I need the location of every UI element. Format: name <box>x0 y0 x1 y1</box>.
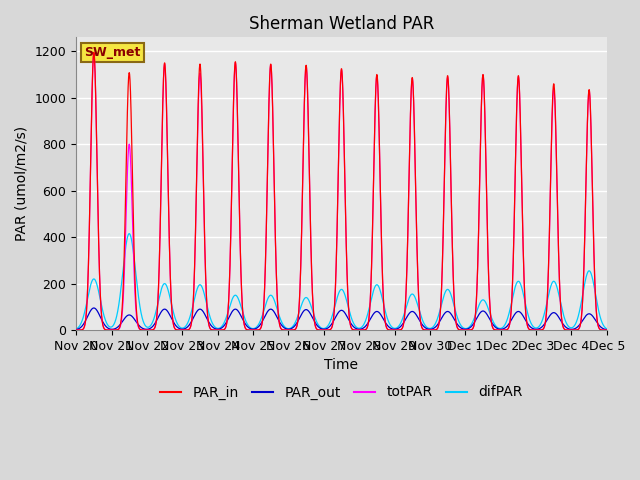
PAR_out <box>490 324 498 329</box>
PAR_out <box>322 326 330 332</box>
difPAR <box>322 325 330 331</box>
PAR_out <box>460 326 468 332</box>
PAR_in <box>168 304 175 310</box>
PAR_in <box>460 327 468 333</box>
Line: PAR_out: PAR_out <box>76 308 607 330</box>
Title: Sherman Wetland PAR: Sherman Wetland PAR <box>249 15 434 33</box>
PAR_in <box>603 327 611 333</box>
Line: PAR_in: PAR_in <box>76 52 607 330</box>
difPAR <box>460 325 468 331</box>
difPAR <box>490 321 498 327</box>
X-axis label: Time: Time <box>324 359 358 372</box>
Line: difPAR: difPAR <box>76 234 607 329</box>
difPAR <box>168 302 175 308</box>
totPAR <box>431 327 439 333</box>
PAR_out <box>603 327 611 333</box>
PAR_out <box>602 327 610 333</box>
difPAR <box>72 326 80 332</box>
difPAR <box>431 322 439 327</box>
Y-axis label: PAR (umol/m2/s): PAR (umol/m2/s) <box>15 126 29 241</box>
PAR_out <box>72 327 80 333</box>
PAR_out <box>90 305 98 311</box>
totPAR <box>322 327 330 333</box>
totPAR <box>460 327 468 333</box>
totPAR <box>490 327 498 333</box>
totPAR <box>72 327 80 333</box>
PAR_in <box>490 327 498 333</box>
PAR_in <box>602 327 610 333</box>
difPAR <box>125 231 133 237</box>
PAR_in <box>322 327 330 333</box>
difPAR <box>602 325 610 331</box>
PAR_in <box>431 327 439 333</box>
PAR_out <box>168 316 175 322</box>
totPAR <box>602 327 610 333</box>
PAR_out <box>431 324 439 330</box>
totPAR <box>90 51 98 57</box>
totPAR <box>168 304 175 310</box>
Legend: PAR_in, PAR_out, totPAR, difPAR: PAR_in, PAR_out, totPAR, difPAR <box>155 380 529 405</box>
Text: SW_met: SW_met <box>84 46 141 59</box>
Line: totPAR: totPAR <box>76 54 607 330</box>
totPAR <box>603 327 611 333</box>
difPAR <box>603 326 611 332</box>
PAR_in <box>90 49 98 55</box>
PAR_in <box>72 327 80 333</box>
